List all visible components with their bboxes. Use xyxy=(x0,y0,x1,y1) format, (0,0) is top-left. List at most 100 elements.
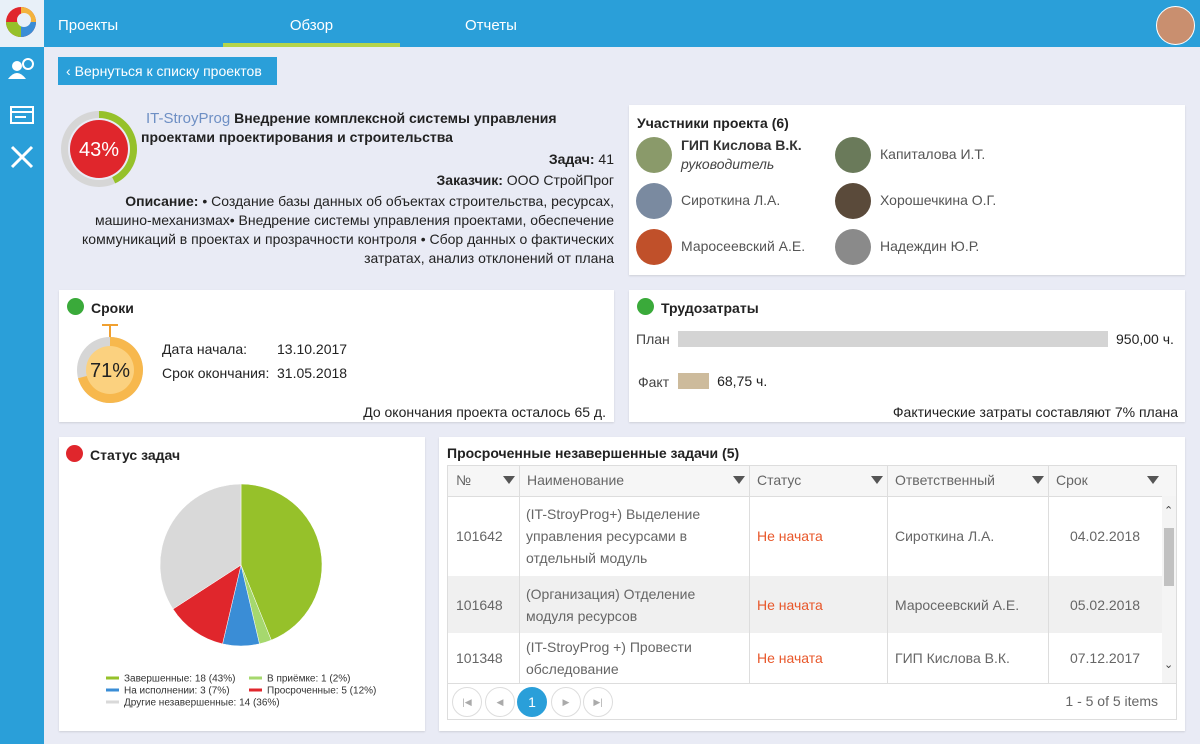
column-divider xyxy=(519,466,520,683)
row-alt-bg xyxy=(448,576,1162,633)
avatar xyxy=(835,229,871,265)
user-avatar[interactable] xyxy=(1156,6,1195,45)
project-header: IT-StroyProg Внедрение комплексной систе… xyxy=(141,109,581,146)
filter-icon[interactable] xyxy=(733,476,745,484)
pie-chart: Завершенные: 18 (43%) В приёмке: 1 (2%) На… xyxy=(106,483,376,709)
end-label: Срок окончания: xyxy=(162,365,270,381)
participant-name: Капиталова И.Т. xyxy=(880,146,986,162)
description-text: • Создание базы данных об объектах строи… xyxy=(82,193,614,266)
table-cell: Маросеевский А.Е. xyxy=(895,596,1020,613)
avatar xyxy=(835,183,871,219)
filter-icon[interactable] xyxy=(1147,476,1159,484)
fact-bar xyxy=(678,373,710,389)
status-dot xyxy=(637,298,654,315)
table-cell: Не начата xyxy=(757,528,823,544)
progress-label: 43% xyxy=(79,139,119,161)
tasks-label: Задач: xyxy=(548,151,595,167)
plan-bar xyxy=(678,331,1108,347)
task-status-card: Статус задач Завершенные: 18 (43%) В приё… xyxy=(59,437,425,731)
avatar xyxy=(835,137,871,173)
tasks-line: Задач: 41 xyxy=(300,151,614,167)
participant-name: ГИП Кислова В.К. xyxy=(681,137,802,153)
pie-slice xyxy=(172,564,242,645)
tab-underline xyxy=(223,43,400,47)
pie-slice xyxy=(159,483,242,610)
customer: ООО СтройПрог xyxy=(506,172,614,188)
filter-icon[interactable] xyxy=(871,476,883,484)
column-header: Ответственный xyxy=(895,472,995,488)
start-label: Дата начала: xyxy=(162,341,248,357)
start-date: 13.10.2017 xyxy=(277,341,348,357)
participant-name: Сироткина Л.А. xyxy=(681,192,781,208)
status-dot xyxy=(66,445,83,462)
tasks-table: ⌃ ⌄ № Наименование Статус Ответственный Срок 1… xyxy=(447,465,1177,720)
avatar xyxy=(636,183,672,219)
users-icon[interactable] xyxy=(8,58,34,79)
scrollbar[interactable]: ⌃ ⌄ xyxy=(1162,496,1176,683)
customer-line: Заказчик: ООО СтройПрог xyxy=(300,172,614,188)
table-cell: Не начата xyxy=(757,650,823,666)
company: IT-StroyProg xyxy=(146,110,231,127)
schedule-note: До окончания проекта осталось 65 д. xyxy=(363,404,606,420)
page-nav[interactable]: ◀ xyxy=(485,687,515,717)
avatar xyxy=(636,137,672,173)
tab[interactable]: Проекты xyxy=(58,17,119,34)
legend-label: В приёмке: 1 (2%) xyxy=(267,674,351,685)
page-current[interactable]: 1 xyxy=(517,687,547,717)
participant-role: руководитель xyxy=(681,156,775,172)
sidebar-icons xyxy=(8,58,34,169)
page-nav[interactable]: ▶ xyxy=(551,687,581,717)
filter-icon[interactable] xyxy=(1032,476,1044,484)
progress-core xyxy=(70,120,128,178)
schedule-card: Сроки 71% Дата начала: 13.10.2017 Срок о… xyxy=(59,290,614,422)
back-label: Вернуться к списку проектов xyxy=(74,63,262,79)
page-nav[interactable]: |◀ xyxy=(452,687,482,717)
scroll-thumb[interactable] xyxy=(1164,528,1174,586)
logo[interactable] xyxy=(0,0,44,47)
table-header xyxy=(448,466,1176,497)
column-divider xyxy=(749,466,750,683)
scroll-up[interactable]: ⌃ xyxy=(1164,505,1174,517)
table-cell: Сироткина Л.А. xyxy=(895,528,995,544)
plan-label: План xyxy=(636,331,670,347)
avatar xyxy=(636,229,672,265)
participants-title: Участники проекта (6) xyxy=(637,115,789,131)
fact-value: 68,75 ч. xyxy=(717,373,768,389)
tasks-icon[interactable] xyxy=(10,106,34,124)
tab-active[interactable]: Обзор xyxy=(289,17,334,34)
table-cell: ГИП Кислова В.К. xyxy=(895,650,1010,666)
page-nav[interactable]: ▶| xyxy=(583,687,613,717)
scroll-down[interactable]: ⌄ xyxy=(1164,659,1174,671)
table-cell: (IT-StroyProg+) Выделение управления рес… xyxy=(526,506,701,566)
plan-value: 950,00 ч. xyxy=(1116,331,1174,347)
description: Описание: • Создание базы данных об объе… xyxy=(66,192,614,268)
table-cell: 07.12.2017 xyxy=(1069,650,1141,666)
table-cell: 101648 xyxy=(456,596,503,613)
legend-label: На исполнении: 3 (7%) xyxy=(124,686,230,697)
tasks-title: Просроченные незавершенные задачи (5) xyxy=(447,445,740,461)
settings-icon[interactable] xyxy=(10,145,34,169)
participant-name: Хорошечкина О.Г. xyxy=(880,192,997,208)
table-cell: (Организация) Отделение модуля ресурсов xyxy=(526,585,696,624)
sidebar xyxy=(0,47,44,744)
schedule-progress: 71% xyxy=(77,324,143,403)
top-bar xyxy=(0,0,1200,47)
project-name: Внедрение комплексной системы управления… xyxy=(141,110,557,145)
labor-card: Трудозатраты План Факт Фактические затра… xyxy=(629,290,1185,422)
column-header: № xyxy=(456,472,472,488)
labor-title: Трудозатраты xyxy=(661,300,759,316)
back-button[interactable]: ‹ Вернуться к списку проектов xyxy=(58,57,277,85)
column-header: Наименование xyxy=(527,472,625,488)
filter-icon[interactable] xyxy=(503,476,515,484)
column-divider xyxy=(887,466,888,683)
column-divider xyxy=(1048,466,1049,683)
legend-label: Завершенные: 18 (43%) xyxy=(124,674,235,685)
table-cell: 101348 xyxy=(456,650,503,666)
tab[interactable]: Отчеты xyxy=(465,17,517,34)
customer-label: Заказчик: xyxy=(436,172,503,188)
table-cell: (IT-StroyProg +) Провести обследование xyxy=(526,639,692,677)
project-progress: 43% xyxy=(61,111,137,187)
legend-label: Другие незавершенные: 14 (36%) xyxy=(124,698,280,709)
schedule-label: 71% xyxy=(90,360,130,382)
